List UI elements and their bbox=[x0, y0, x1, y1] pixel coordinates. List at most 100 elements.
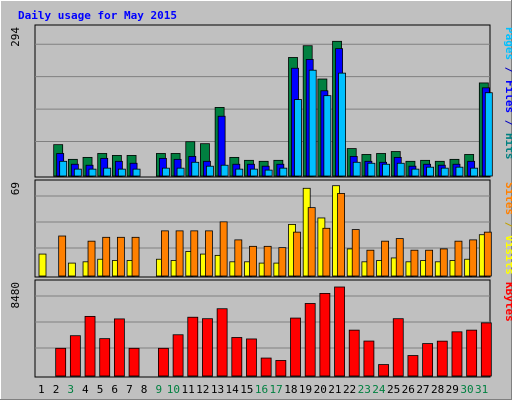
bar-kbytes-day-18 bbox=[290, 317, 301, 377]
bar-pages-day-25 bbox=[396, 162, 405, 177]
chart-panel-middle: 69 Sites / Visits bbox=[9, 179, 512, 278]
bar-sites-day-7 bbox=[131, 236, 140, 277]
bar-pages-day-28 bbox=[440, 167, 449, 177]
bar-sites-day-13 bbox=[219, 221, 228, 277]
bar-pages-day-6 bbox=[117, 168, 126, 177]
bar-sites-day-17 bbox=[278, 247, 287, 277]
day-label-26: 26 bbox=[402, 383, 415, 396]
bar-pages-day-9 bbox=[162, 167, 170, 177]
bar-visits-day-3 bbox=[67, 262, 76, 277]
bar-sites-day-29 bbox=[454, 240, 463, 277]
legend-label-top: Pages / Files / Hits bbox=[503, 27, 512, 160]
bar-pages-day-2 bbox=[59, 160, 68, 177]
y-axis-max-label: 294 bbox=[9, 27, 22, 47]
legend-part: KBytes bbox=[503, 282, 512, 322]
day-label-19: 19 bbox=[299, 383, 312, 396]
day-label-10: 10 bbox=[167, 383, 180, 396]
bar-pages-day-26 bbox=[411, 168, 420, 177]
bar-visits-day-1 bbox=[38, 253, 47, 277]
bar-sites-day-15 bbox=[249, 245, 257, 277]
bar-kbytes-day-6 bbox=[113, 318, 125, 377]
bar-pages-day-5 bbox=[103, 167, 112, 177]
bar-pages-day-3 bbox=[73, 168, 82, 177]
bar-pages-day-27 bbox=[426, 166, 435, 177]
bar-pages-day-22 bbox=[352, 161, 361, 177]
bar-sites-day-14 bbox=[234, 239, 243, 277]
day-label-25: 25 bbox=[387, 383, 400, 396]
bar-kbytes-day-20 bbox=[319, 293, 331, 377]
day-label-3: 3 bbox=[67, 383, 74, 396]
day-label-14: 14 bbox=[226, 383, 240, 396]
bar-kbytes-day-7 bbox=[128, 347, 140, 377]
legend-part: Files bbox=[503, 80, 512, 113]
bar-pages-day-30 bbox=[470, 167, 479, 177]
chart-panel-bottom: 8480 KBytes bbox=[9, 279, 512, 378]
bar-pages-day-15 bbox=[250, 168, 258, 177]
y-axis-max-label: 69 bbox=[9, 182, 22, 195]
bar-kbytes-day-12 bbox=[202, 318, 213, 377]
bar-kbytes-day-24 bbox=[378, 364, 389, 377]
bar-pages-day-23 bbox=[367, 162, 376, 177]
bar-pages-day-16 bbox=[264, 169, 273, 177]
day-label-12: 12 bbox=[196, 383, 209, 396]
bar-sites-day-28 bbox=[439, 248, 448, 277]
day-label-15: 15 bbox=[240, 383, 253, 396]
bar-sites-day-23 bbox=[366, 249, 375, 277]
day-label-11: 11 bbox=[181, 383, 194, 396]
legend-part: Hits bbox=[503, 133, 512, 160]
day-label-13: 13 bbox=[211, 383, 224, 396]
bar-kbytes-day-30 bbox=[466, 329, 478, 377]
bar-kbytes-day-19 bbox=[304, 303, 316, 377]
bar-sites-day-19 bbox=[307, 207, 316, 277]
bar-sites-day-5 bbox=[102, 236, 111, 277]
day-label-9: 9 bbox=[155, 383, 162, 396]
bar-sites-day-30 bbox=[469, 239, 478, 277]
day-label-31: 31 bbox=[475, 383, 488, 396]
bar-kbytes-day-23 bbox=[363, 340, 375, 377]
day-label-28: 28 bbox=[431, 383, 444, 396]
bar-sites-day-16 bbox=[263, 245, 272, 277]
bar-sites-day-27 bbox=[425, 249, 434, 277]
bar-pages-day-13 bbox=[220, 164, 229, 177]
bar-pages-day-10 bbox=[176, 167, 185, 177]
bar-sites-day-31 bbox=[483, 231, 492, 277]
legend-part: Visits bbox=[503, 235, 512, 275]
bar-kbytes-day-4 bbox=[84, 315, 96, 377]
y-axis-max-label: 8480 bbox=[9, 282, 22, 309]
bar-pages-day-11 bbox=[191, 161, 200, 177]
bar-kbytes-day-15 bbox=[246, 338, 257, 377]
bar-pages-day-21 bbox=[338, 72, 346, 177]
bar-kbytes-day-13 bbox=[216, 308, 228, 377]
bar-kbytes-day-10 bbox=[172, 334, 184, 377]
bar-pages-day-19 bbox=[308, 69, 317, 177]
bar-sites-day-26 bbox=[410, 249, 419, 277]
day-axis-labels: 1 2 3 4 5 6 7 8 9 10 11 12 13 14 15 16 17 18 19 20 21 22 23 24 2… bbox=[38, 383, 488, 396]
bar-pages-day-7 bbox=[132, 168, 141, 177]
bar-pages-day-12 bbox=[206, 165, 214, 177]
legend-part: Sites bbox=[503, 182, 512, 215]
day-label-18: 18 bbox=[284, 383, 297, 396]
bar-sites-day-10 bbox=[175, 230, 184, 277]
legend-label-middle: Sites / Visits bbox=[503, 182, 512, 275]
bar-kbytes-day-2 bbox=[55, 347, 67, 377]
bar-sites-day-20 bbox=[322, 227, 331, 277]
bar-sites-day-11 bbox=[190, 230, 199, 277]
day-label-22: 22 bbox=[343, 383, 356, 396]
day-label-2: 2 bbox=[53, 383, 60, 396]
bar-sites-day-9 bbox=[161, 230, 169, 277]
chart-title: Daily usage for May 2015 bbox=[18, 9, 177, 22]
chart-panels: 294 Pages / Files / Hits 69 Sites / Visits 8… bbox=[9, 24, 512, 378]
day-label-24: 24 bbox=[372, 383, 386, 396]
day-label-27: 27 bbox=[416, 383, 429, 396]
bar-sites-day-12 bbox=[205, 230, 213, 277]
bar-sites-day-4 bbox=[87, 240, 96, 277]
bar-pages-day-29 bbox=[455, 166, 464, 177]
day-label-17: 17 bbox=[270, 383, 283, 396]
day-label-4: 4 bbox=[82, 383, 89, 396]
bar-sites-day-22 bbox=[351, 229, 360, 277]
day-label-7: 7 bbox=[126, 383, 133, 396]
day-label-30: 30 bbox=[460, 383, 473, 396]
day-label-6: 6 bbox=[111, 383, 118, 396]
